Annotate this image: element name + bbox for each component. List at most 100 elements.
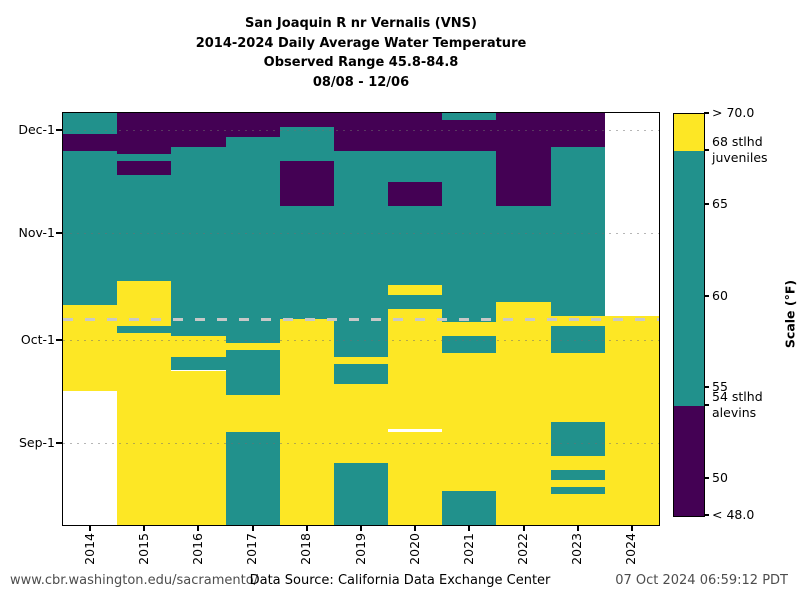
heatmap-segment-2015-mid bbox=[117, 154, 172, 162]
heatmap-segment-2024-above bbox=[604, 315, 659, 525]
colorbar-band-below bbox=[674, 406, 704, 516]
x-tick-2024 bbox=[630, 526, 633, 531]
heatmap-segment-2021-mid bbox=[442, 490, 497, 525]
gridline-Dec-1 bbox=[63, 130, 659, 132]
heatmap-segment-2018-below bbox=[279, 113, 334, 127]
colorbar-tick-55 bbox=[704, 386, 709, 389]
footer-data-source: Data Source: California Data Exchange Ce… bbox=[249, 573, 551, 588]
heatmap-segment-2019-above bbox=[333, 356, 389, 364]
x-tick-2020 bbox=[414, 526, 417, 531]
heatmap-column-2022 bbox=[496, 113, 551, 525]
current-date-marker-line bbox=[63, 317, 659, 321]
x-tick-label-2018: 2018 bbox=[298, 533, 314, 565]
colorbar-tick-68 bbox=[704, 148, 709, 151]
y-tick-Sep-1 bbox=[56, 441, 62, 444]
x-tick-label-2024: 2024 bbox=[623, 533, 639, 565]
heatmap-segment-2023-above bbox=[550, 456, 605, 471]
heatmap-segment-2023-mid bbox=[550, 470, 605, 481]
heatmap-segment-2023-mid bbox=[550, 487, 605, 495]
heatmap-segment-2019-above bbox=[333, 384, 389, 464]
heatmap-segment-2024-nodata bbox=[604, 113, 659, 316]
colorbar-tick-label-65: 65 bbox=[712, 196, 728, 212]
heatmap-segment-2016-above bbox=[171, 336, 226, 357]
colorbar-tick-label-68: 68 stlhd juveniles bbox=[712, 133, 768, 165]
gridline-Oct-1 bbox=[63, 339, 659, 341]
heatmap-segment-2022-above bbox=[496, 301, 551, 525]
heatmap-segment-2021-mid bbox=[442, 113, 497, 120]
heatmap-segment-2014-below bbox=[63, 133, 118, 151]
heatmap-segment-2023-above bbox=[550, 480, 605, 488]
heatmap-plot-area bbox=[62, 112, 660, 526]
colorbar-band-above bbox=[674, 114, 704, 151]
heatmap-grid bbox=[63, 113, 659, 525]
heatmap-segment-2014-mid bbox=[63, 113, 118, 134]
heatmap-segment-2020-below bbox=[388, 113, 443, 151]
heatmap-segment-2022-below bbox=[496, 113, 551, 206]
y-tick-Oct-1 bbox=[56, 338, 62, 341]
colorbar bbox=[673, 113, 705, 517]
heatmap-segment-2023-mid bbox=[550, 422, 605, 457]
x-tick-2022 bbox=[522, 526, 525, 531]
x-tick-2014 bbox=[89, 526, 92, 531]
gridline-Nov-1 bbox=[63, 233, 659, 235]
gridline-Sep-1 bbox=[63, 442, 659, 444]
heatmap-segment-2020-above bbox=[388, 308, 443, 429]
heatmap-segment-2018-above bbox=[279, 319, 334, 525]
heatmap-segment-2023-mid bbox=[550, 147, 605, 316]
x-tick-2016 bbox=[197, 526, 200, 531]
colorbar-tick-label-54: 54 stlhd alevins bbox=[712, 389, 763, 421]
heatmap-column-2023 bbox=[550, 113, 605, 525]
colorbar-tick-65 bbox=[704, 203, 709, 206]
heatmap-segment-2020-above bbox=[388, 284, 443, 295]
colorbar-tick-60 bbox=[704, 294, 709, 297]
heatmap-column-2017 bbox=[225, 113, 280, 525]
title-line-subtitle: 2014-2024 Daily Average Water Temperatur… bbox=[195, 35, 527, 51]
heatmap-segment-2017-mid bbox=[225, 137, 280, 344]
heatmap-segment-2018-below bbox=[279, 161, 334, 206]
heatmap-segment-2020-mid bbox=[388, 150, 443, 182]
heatmap-segment-2020-mid bbox=[388, 294, 443, 309]
heatmap-segment-2019-mid bbox=[333, 363, 389, 385]
chart-title-block: San Joaquin R nr Vernalis (VNS) 2014-202… bbox=[63, 14, 659, 92]
x-tick-label-2023: 2023 bbox=[569, 533, 585, 565]
heatmap-segment-2018-mid bbox=[279, 205, 334, 319]
heatmap-segment-2017-above bbox=[225, 343, 280, 350]
heatmap-segment-2019-mid bbox=[333, 150, 389, 357]
colorbar-tick-label-50: 50 bbox=[712, 470, 728, 486]
colorbar-tick-50 bbox=[704, 477, 709, 480]
heatmap-column-2020 bbox=[388, 113, 443, 525]
x-tick-label-2022: 2022 bbox=[515, 533, 531, 565]
heatmap-segment-2023-mid bbox=[550, 325, 605, 354]
x-tick-2018 bbox=[305, 526, 308, 531]
y-tick-label-Nov-1: Nov-1 bbox=[18, 225, 55, 241]
heatmap-column-2019 bbox=[333, 113, 389, 525]
heatmap-segment-2019-below bbox=[333, 113, 389, 151]
heatmap-segment-2023-above bbox=[550, 494, 605, 525]
colorbar-tick-54 bbox=[704, 404, 709, 407]
heatmap-segment-2016-mid bbox=[171, 356, 226, 371]
footer-timestamp: 07 Oct 2024 06:59:12 PDT bbox=[615, 573, 788, 588]
heatmap-column-2024 bbox=[604, 113, 659, 525]
heatmap-segment-2021-below bbox=[442, 119, 497, 151]
y-tick-label-Dec-1: Dec-1 bbox=[18, 122, 55, 138]
heatmap-segment-2020-nodata bbox=[388, 428, 443, 433]
heatmap-segment-2015-mid bbox=[117, 174, 172, 282]
heatmap-segment-2014-nodata bbox=[63, 391, 118, 525]
heatmap-segment-2021-above bbox=[442, 322, 497, 337]
colorbar-axis-label: Scale (°F) bbox=[782, 279, 798, 349]
footer-website-link[interactable]: www.cbr.washington.edu/sacramento/ bbox=[10, 573, 259, 588]
heatmap-segment-2019-mid bbox=[333, 463, 389, 525]
y-tick-label-Sep-1: Sep-1 bbox=[18, 434, 55, 450]
x-tick-label-2014: 2014 bbox=[81, 533, 97, 565]
heatmap-segment-2015-below bbox=[117, 113, 172, 155]
title-line-window: 08/08 - 12/06 bbox=[312, 74, 410, 90]
x-tick-label-2019: 2019 bbox=[352, 533, 368, 565]
y-tick-Nov-1 bbox=[56, 232, 62, 235]
colorbar-tick-label-70: > 70.0 bbox=[712, 105, 755, 120]
colorbar-band-mid bbox=[674, 150, 704, 407]
heatmap-segment-2021-above bbox=[442, 353, 497, 491]
heatmap-segment-2023-above bbox=[550, 315, 605, 326]
heatmap-segment-2016-above bbox=[171, 370, 226, 525]
heatmap-segment-2017-below bbox=[225, 113, 280, 138]
heatmap-segment-2016-mid bbox=[171, 147, 226, 337]
